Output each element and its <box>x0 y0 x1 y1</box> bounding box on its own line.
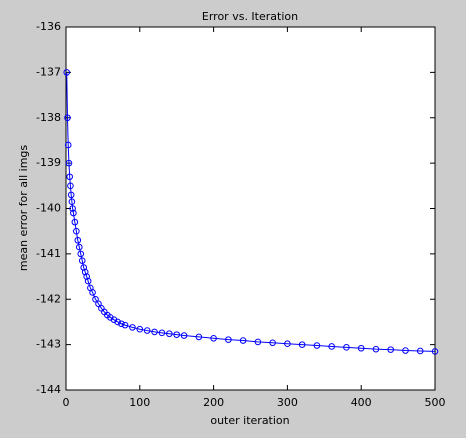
y-tick-label: -143 <box>36 338 61 351</box>
data-marker <box>114 318 121 326</box>
data-marker <box>77 250 85 258</box>
data-marker <box>89 289 96 296</box>
data-marker <box>84 277 92 285</box>
data-marker <box>64 141 72 149</box>
data-marker <box>78 257 86 264</box>
data-marker <box>129 324 136 331</box>
y-tick-label: -141 <box>36 247 61 260</box>
y-tick-label: -136 <box>36 20 61 33</box>
data-marker <box>239 337 247 344</box>
y-tick-label: -140 <box>36 202 61 215</box>
y-axis-label: mean error for all imgs <box>17 145 30 272</box>
data-marker <box>121 321 129 329</box>
data-marker <box>254 338 262 346</box>
data-marker <box>372 345 380 353</box>
data-marker <box>151 328 158 336</box>
data-marker <box>158 329 166 337</box>
data-marker <box>431 348 439 355</box>
data-marker <box>225 336 232 343</box>
data-marker <box>210 334 217 342</box>
data-marker <box>357 344 365 352</box>
data-marker <box>75 243 83 251</box>
data-marker <box>83 273 90 280</box>
y-tick-label: -137 <box>36 65 61 78</box>
data-marker <box>68 198 76 205</box>
plot-area <box>66 27 435 390</box>
x-tick-label: 300 <box>277 396 298 409</box>
data-marker <box>65 159 73 167</box>
data-marker <box>74 236 82 244</box>
data-marker <box>166 330 173 338</box>
x-tick-label: 400 <box>351 396 372 409</box>
data-marker <box>284 340 291 348</box>
chart-title: Error vs. Iteration <box>202 10 298 23</box>
data-marker <box>313 342 321 349</box>
data-marker <box>63 69 71 76</box>
data-marker <box>73 227 80 235</box>
data-marker <box>328 343 335 350</box>
y-tick-label: -138 <box>36 111 61 124</box>
data-marker <box>95 300 102 308</box>
data-marker <box>195 333 203 341</box>
data-marker <box>387 346 395 353</box>
data-marker <box>416 347 424 355</box>
data-marker <box>69 205 76 212</box>
x-tick-label: 100 <box>129 396 150 409</box>
data-marker <box>81 268 89 276</box>
data-marker <box>173 331 180 338</box>
data-marker <box>67 191 75 199</box>
x-tick-label: 500 <box>425 396 446 409</box>
data-marker <box>343 344 350 351</box>
data-marker <box>70 209 77 217</box>
x-tick-label: 0 <box>63 396 70 409</box>
data-marker <box>269 339 276 347</box>
data-marker <box>180 332 188 339</box>
y-tick-label: -144 <box>36 383 61 396</box>
y-tick-label: -139 <box>36 156 61 169</box>
data-marker <box>143 327 151 334</box>
data-marker <box>64 114 71 122</box>
x-axis-label: outer iteration <box>210 414 289 427</box>
x-tick-label: 200 <box>203 396 224 409</box>
data-marker <box>66 173 73 181</box>
data-marker <box>92 295 99 303</box>
data-marker <box>298 341 306 348</box>
y-tick-label: -142 <box>36 292 61 305</box>
data-marker <box>118 320 125 328</box>
data-marker <box>71 218 79 226</box>
data-marker <box>402 347 409 354</box>
data-marker <box>80 264 88 271</box>
data-marker <box>67 182 74 190</box>
data-marker <box>136 325 144 333</box>
